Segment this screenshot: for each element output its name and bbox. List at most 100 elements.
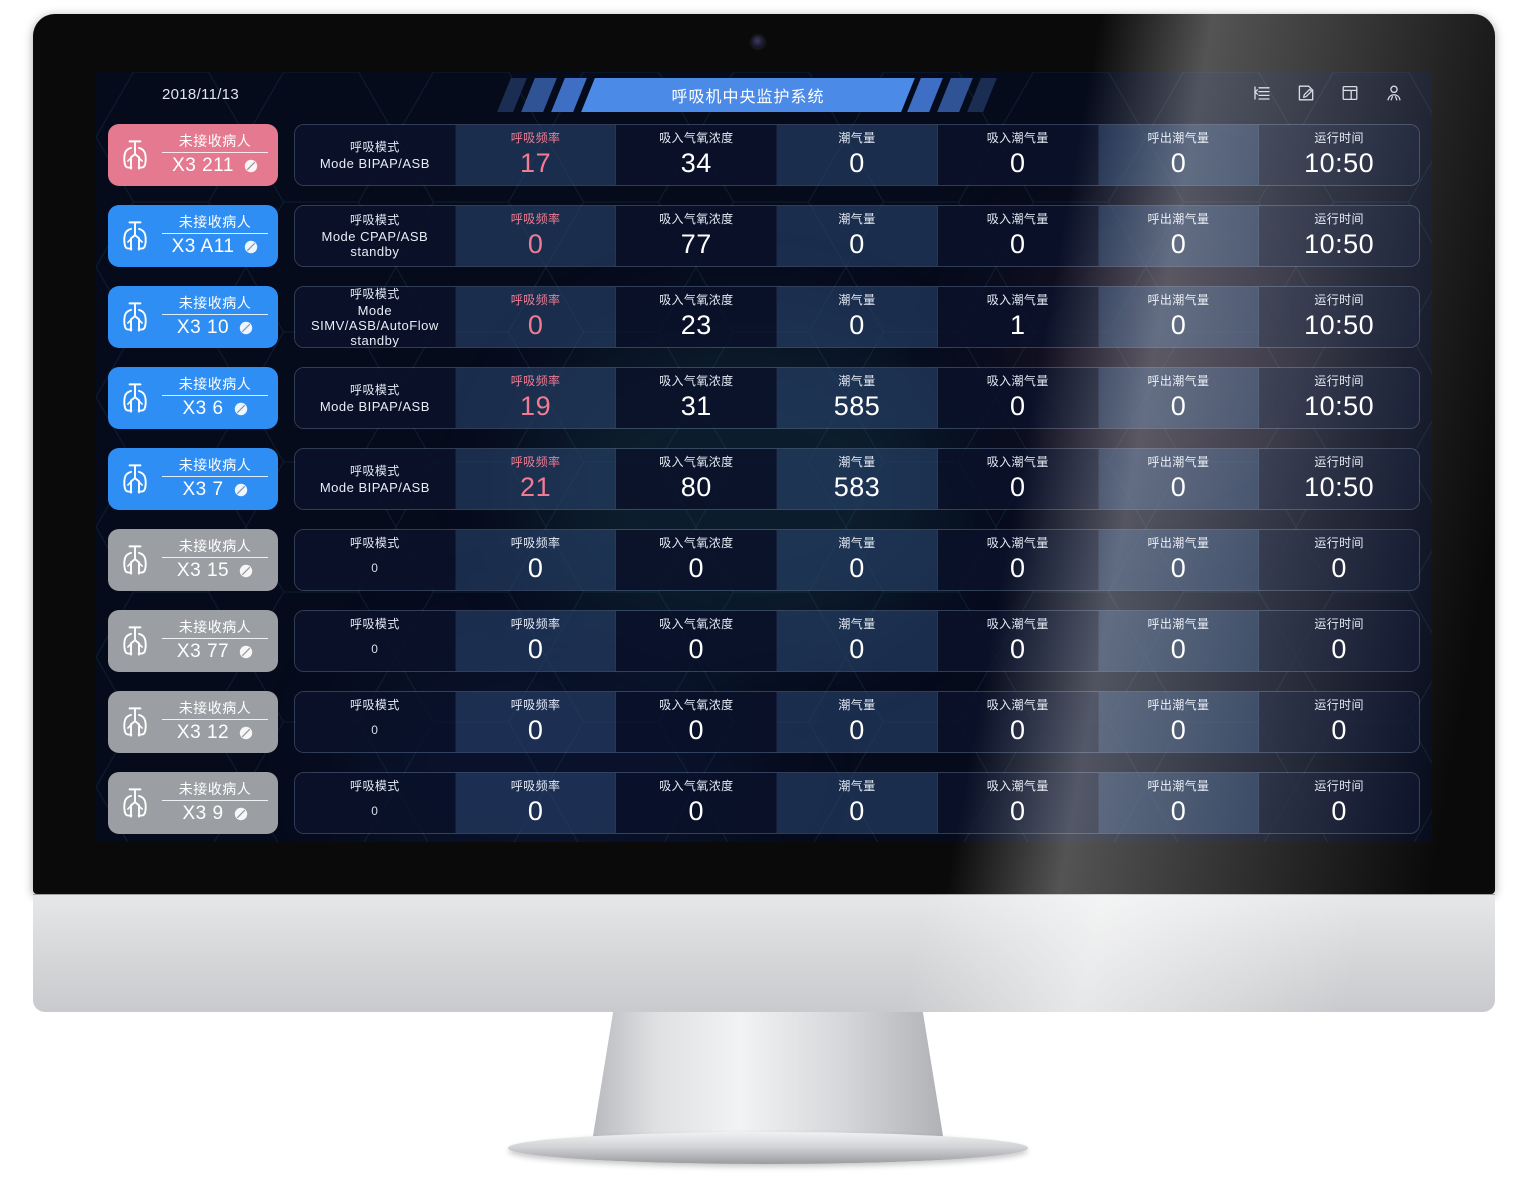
metric-cell-rate: 呼吸频率 17	[455, 125, 617, 185]
patient-card-x3-77[interactable]: 未接收病人 X3 77	[108, 610, 278, 672]
metric-value-rate: 0	[527, 229, 544, 259]
no-patient-badge-icon[interactable]	[244, 240, 258, 254]
patient-card-x3-a11[interactable]: 未接收病人 X3 A11	[108, 205, 278, 267]
metric-cell-expired-tidal-volume: 呼出潮气量 0	[1098, 368, 1260, 428]
patient-card-info: 未接收病人 X3 12	[160, 699, 270, 745]
metric-cell-mode: 呼吸模式 0	[295, 773, 456, 833]
patient-card-divider	[162, 314, 268, 315]
metric-label-fio2: 吸入气氧浓度	[659, 617, 734, 631]
metrics-strip: 呼吸模式 Mode CPAP/ASB standby 呼吸频率 0 吸入气氧浓度 77 潮气…	[294, 205, 1420, 267]
metric-value-fio2: 0	[688, 715, 705, 745]
metric-value-mode: Mode SIMV/ASB/AutoFlow standby	[311, 302, 439, 348]
no-patient-badge-icon[interactable]	[239, 321, 253, 335]
patient-row: 未接收病人 X3 9 呼吸模式 0 呼吸频率 0 吸入气氧浓度 0 潮气量 0 吸入潮气量 0 呼出潮气…	[108, 766, 1420, 840]
metric-label-inspired-tidal-volume: 吸入潮气量	[986, 617, 1049, 631]
patient-status-label: 未接收病人	[178, 700, 252, 716]
metric-value-tidal-volume: 583	[833, 472, 881, 502]
metric-label-rate: 呼吸频率	[510, 617, 561, 631]
metric-label-fio2: 吸入气氧浓度	[659, 779, 734, 793]
metric-cell-inspired-tidal-volume: 吸入潮气量 0	[937, 449, 1099, 509]
metric-value-fio2: 23	[680, 310, 712, 340]
metric-cell-expired-tidal-volume: 呼出潮气量 0	[1098, 206, 1260, 266]
patient-card-info: 未接收病人 X3 15	[160, 537, 270, 583]
metric-cell-runtime: 运行时间 10:50	[1259, 368, 1419, 428]
no-patient-badge-icon[interactable]	[234, 483, 248, 497]
metric-value-runtime: 10:50	[1304, 472, 1375, 502]
metric-cell-tidal-volume: 潮气量 0	[777, 530, 938, 590]
metric-label-runtime: 运行时间	[1314, 374, 1364, 388]
patient-card-x3-7[interactable]: 未接收病人 X3 7	[108, 448, 278, 510]
metric-cell-expired-tidal-volume: 呼出潮气量 0	[1098, 773, 1260, 833]
metric-cell-tidal-volume: 潮气量 0	[777, 287, 938, 347]
metric-label-mode: 呼吸模式	[350, 463, 400, 478]
metric-cell-mode: 呼吸模式 0	[295, 692, 456, 752]
metric-cell-tidal-volume: 潮气量 585	[777, 368, 938, 428]
metric-value-mode: Mode BIPAP/ASB	[319, 398, 430, 414]
metric-label-mode: 呼吸模式	[350, 536, 400, 550]
patient-card-x3-211[interactable]: 未接收病人 X3 211	[108, 124, 278, 186]
metric-value-mode: 0	[371, 723, 379, 737]
layout-grid-icon[interactable]	[1340, 83, 1360, 103]
patient-card-x3-15[interactable]: 未接收病人 X3 15	[108, 529, 278, 591]
patient-status-label: 未接收病人	[178, 619, 252, 635]
patient-status-label: 未接收病人	[178, 295, 252, 311]
metric-label-inspired-tidal-volume: 吸入潮气量	[986, 536, 1049, 550]
metric-value-inspired-tidal-volume: 0	[1009, 391, 1026, 421]
no-patient-badge-icon[interactable]	[239, 564, 253, 578]
metric-cell-tidal-volume: 潮气量 0	[777, 611, 938, 671]
list-view-icon[interactable]	[1252, 83, 1272, 103]
patient-device-id: X3 211	[172, 155, 234, 176]
metric-value-expired-tidal-volume: 0	[1170, 148, 1187, 178]
no-patient-badge-icon[interactable]	[234, 807, 248, 821]
no-patient-badge-icon[interactable]	[234, 402, 248, 416]
patient-device-id: X3 A11	[171, 236, 235, 257]
metric-value-runtime: 0	[1331, 634, 1347, 664]
metric-label-inspired-tidal-volume: 吸入潮气量	[986, 293, 1049, 307]
patient-status-label: 未接收病人	[178, 538, 252, 554]
metric-label-expired-tidal-volume: 呼出潮气量	[1147, 212, 1210, 226]
user-account-icon[interactable]	[1384, 83, 1404, 103]
metric-label-rate: 呼吸频率	[510, 455, 561, 469]
metric-label-rate: 呼吸频率	[510, 374, 561, 388]
metric-value-rate: 0	[527, 715, 544, 745]
top-bar: 2018/11/13 呼吸机中央监护系统	[96, 72, 1432, 118]
metric-value-mode: 0	[371, 642, 379, 656]
metric-cell-fio2: 吸入气氧浓度 0	[616, 530, 778, 590]
metric-label-runtime: 运行时间	[1314, 779, 1364, 793]
patient-card-x3-6[interactable]: 未接收病人 X3 6	[108, 367, 278, 429]
metric-label-tidal-volume: 潮气量	[838, 455, 876, 469]
metric-label-mode: 呼吸模式	[350, 286, 400, 301]
metrics-strip: 呼吸模式 Mode BIPAP/ASB 呼吸频率 19 吸入气氧浓度 31 潮气量 585 吸入…	[294, 367, 1420, 429]
patient-row: 未接收病人 X3 15 呼吸模式 0 呼吸频率 0 吸入气氧浓度 0 潮气量 0 吸入潮气量 0 呼出潮…	[108, 523, 1420, 597]
metric-value-mode: Mode BIPAP/ASB	[319, 479, 430, 495]
metric-value-inspired-tidal-volume: 0	[1009, 634, 1026, 664]
metric-cell-runtime: 运行时间 0	[1259, 530, 1419, 590]
application-screen: 2018/11/13 呼吸机中央监护系统	[96, 72, 1432, 842]
metric-value-expired-tidal-volume: 0	[1170, 634, 1187, 664]
metric-value-fio2: 34	[680, 148, 712, 178]
metric-label-expired-tidal-volume: 呼出潮气量	[1147, 293, 1210, 307]
patient-card-x3-9[interactable]: 未接收病人 X3 9	[108, 772, 278, 834]
lungs-icon	[115, 783, 155, 823]
no-patient-badge-icon[interactable]	[239, 645, 253, 659]
metric-value-expired-tidal-volume: 0	[1170, 796, 1187, 826]
metrics-strip: 呼吸模式 Mode BIPAP/ASB 呼吸频率 17 吸入气氧浓度 34 潮气量 0 吸入潮气…	[294, 124, 1420, 186]
patient-device-id: X3 10	[176, 317, 230, 338]
patient-card-x3-12[interactable]: 未接收病人 X3 12	[108, 691, 278, 753]
metric-label-expired-tidal-volume: 呼出潮气量	[1147, 455, 1210, 469]
no-patient-badge-icon[interactable]	[244, 159, 258, 173]
no-patient-badge-icon[interactable]	[239, 726, 253, 740]
metric-value-tidal-volume: 0	[849, 715, 865, 745]
patient-card-x3-10[interactable]: 未接收病人 X3 10	[108, 286, 278, 348]
metric-cell-runtime: 运行时间 10:50	[1259, 449, 1419, 509]
patient-row: 未接收病人 X3 10 呼吸模式 Mode SIMV/ASB/AutoFlow sta…	[108, 280, 1420, 354]
edit-note-icon[interactable]	[1296, 83, 1316, 103]
metric-label-expired-tidal-volume: 呼出潮气量	[1147, 536, 1210, 550]
metric-cell-runtime: 运行时间 0	[1259, 692, 1419, 752]
patient-row: 未接收病人 X3 211 呼吸模式 Mode BIPAP/ASB 呼吸频率 17 吸入气氧浓…	[108, 118, 1420, 192]
metric-label-mode: 呼吸模式	[350, 382, 400, 397]
current-date: 2018/11/13	[162, 86, 239, 103]
metric-label-expired-tidal-volume: 呼出潮气量	[1147, 374, 1210, 388]
metric-cell-runtime: 运行时间 10:50	[1259, 125, 1419, 185]
